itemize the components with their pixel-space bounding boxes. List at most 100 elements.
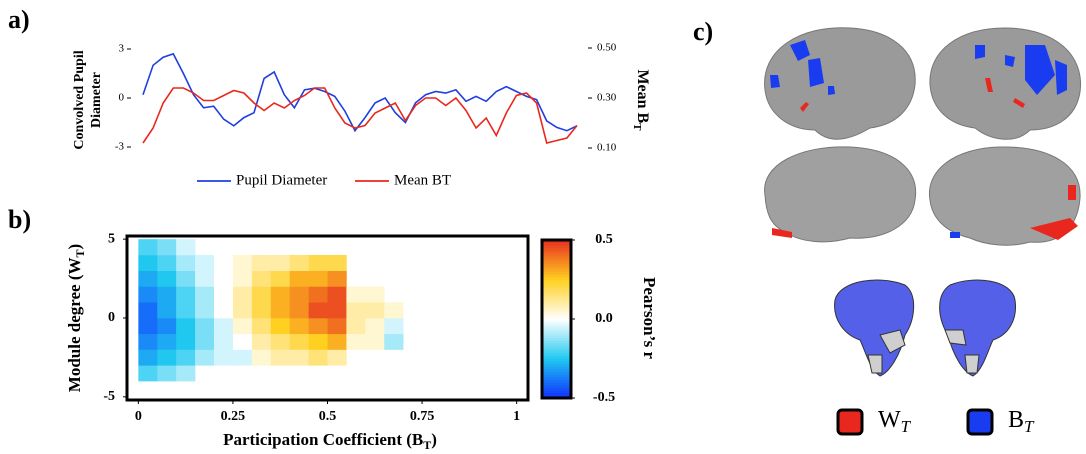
- colorbar-segment: [542, 313, 571, 317]
- red-regions: [772, 78, 1078, 240]
- x-tick-label: 0.5: [319, 409, 337, 424]
- heat-cell: [270, 318, 290, 335]
- heat-cell: [270, 254, 290, 271]
- heat-cell: [214, 254, 234, 271]
- heat-cell: [232, 270, 253, 287]
- colorbar-segment: [542, 390, 571, 394]
- legend-subscript: T: [901, 417, 912, 436]
- colorbar-segment: [542, 276, 571, 280]
- brain-medial-left: [764, 146, 917, 243]
- y2-tick-label: 0.30: [597, 92, 617, 104]
- x-tick-label: 1: [513, 409, 520, 424]
- heat-cell: [251, 254, 272, 271]
- heat-cell: [346, 318, 366, 335]
- y-tick-label: -3: [115, 141, 125, 153]
- y-axis-label: Module degree (WT): [65, 244, 87, 392]
- colorbar-segment: [542, 369, 571, 373]
- heat-cell: [270, 270, 290, 287]
- colorbar-segment: [542, 329, 571, 333]
- heat-cell: [214, 286, 234, 303]
- heat-cell: [138, 270, 158, 287]
- heat-cell: [176, 286, 196, 303]
- y-axis-label: Convolved Pupil: [72, 50, 87, 149]
- heat-cell: [308, 286, 328, 303]
- heat-cell: [251, 349, 272, 366]
- colorbar-segment: [542, 379, 571, 383]
- heat-cell: [176, 302, 196, 319]
- brain-lateral-left: [764, 27, 916, 140]
- gray-subcortex: [867, 329, 980, 374]
- colorbar-segment: [542, 263, 571, 267]
- heat-cell: [195, 270, 215, 287]
- heat-cell: [327, 254, 347, 271]
- colorbar-segment: [542, 308, 571, 312]
- colorbar-segment: [542, 316, 571, 320]
- y-axis-label: Diameter: [89, 72, 104, 128]
- heat-cell: [157, 349, 177, 366]
- legend-label: BT: [1008, 407, 1035, 436]
- x-label-text: Participation Coefficient (B: [223, 430, 423, 449]
- colorbar-segment: [542, 242, 571, 246]
- colorbar-segment: [542, 311, 571, 315]
- y2-label-text: Mean B: [634, 69, 651, 123]
- heat-cell: [176, 270, 196, 287]
- heat-cell: [214, 270, 234, 287]
- heat-cell: [138, 365, 158, 382]
- heat-cell: [138, 239, 158, 256]
- colorbar-segment: [542, 279, 571, 283]
- heat-cell: [232, 302, 253, 319]
- colorbar-segment: [542, 295, 571, 299]
- heat-cell: [251, 302, 272, 319]
- y-tick-label: 3: [119, 43, 125, 55]
- colorbar-segment: [542, 384, 571, 388]
- colorbar-segment: [542, 258, 571, 262]
- heat-cell: [308, 318, 328, 335]
- colorbar-segment: [542, 392, 571, 396]
- x-tick-label: 0.25: [221, 409, 246, 424]
- y-tick-label: -5: [103, 389, 115, 404]
- heat-cell: [289, 318, 309, 335]
- heat-cell: [308, 349, 328, 366]
- colorbar-segment: [542, 387, 571, 391]
- brain-medial-right: [928, 146, 1081, 246]
- heat-cell: [289, 302, 309, 319]
- heat-cell: [195, 302, 215, 319]
- y2-tick-label: 0.50: [597, 42, 617, 54]
- heat-cell: [176, 318, 196, 335]
- colorbar-segment: [542, 305, 571, 309]
- heat-cell: [270, 349, 290, 366]
- heat-cell: [157, 333, 177, 350]
- heat-cell: [195, 318, 215, 335]
- colorbar-segment: [542, 255, 571, 259]
- heat-cell: [195, 333, 215, 350]
- colorbar-segment: [542, 271, 571, 275]
- heat-cell: [138, 302, 158, 319]
- colorbar-segment: [542, 361, 571, 365]
- heat-cell: [384, 333, 404, 350]
- line-series: [142, 52, 578, 133]
- heat-cell: [327, 302, 347, 319]
- heat-cell: [214, 302, 234, 319]
- heat-cell: [289, 254, 309, 271]
- colorbar-segment: [542, 303, 571, 307]
- blue-regions: [770, 40, 1067, 238]
- y-tick-label: 0: [119, 92, 125, 104]
- colorbar-segment: [542, 287, 571, 291]
- legend-letter: B: [1008, 407, 1024, 433]
- heat-cell: [157, 270, 177, 287]
- colorbar-tick-label: 0.5: [595, 232, 613, 247]
- colorbar-segment: [542, 371, 571, 375]
- heat-cell: [251, 286, 272, 303]
- heat-cell: [157, 302, 177, 319]
- legend-subscript: T: [1024, 417, 1035, 436]
- heat-cell: [346, 333, 366, 350]
- heat-cell: [270, 333, 290, 350]
- heat-cell: [138, 286, 158, 303]
- heat-cell: [308, 254, 328, 271]
- y-tick-label: 5: [108, 231, 115, 246]
- colorbar-segment: [542, 321, 571, 325]
- colorbar-segment: [542, 324, 571, 328]
- panel-label: a): [8, 5, 30, 34]
- colorbar-segment: [542, 245, 571, 249]
